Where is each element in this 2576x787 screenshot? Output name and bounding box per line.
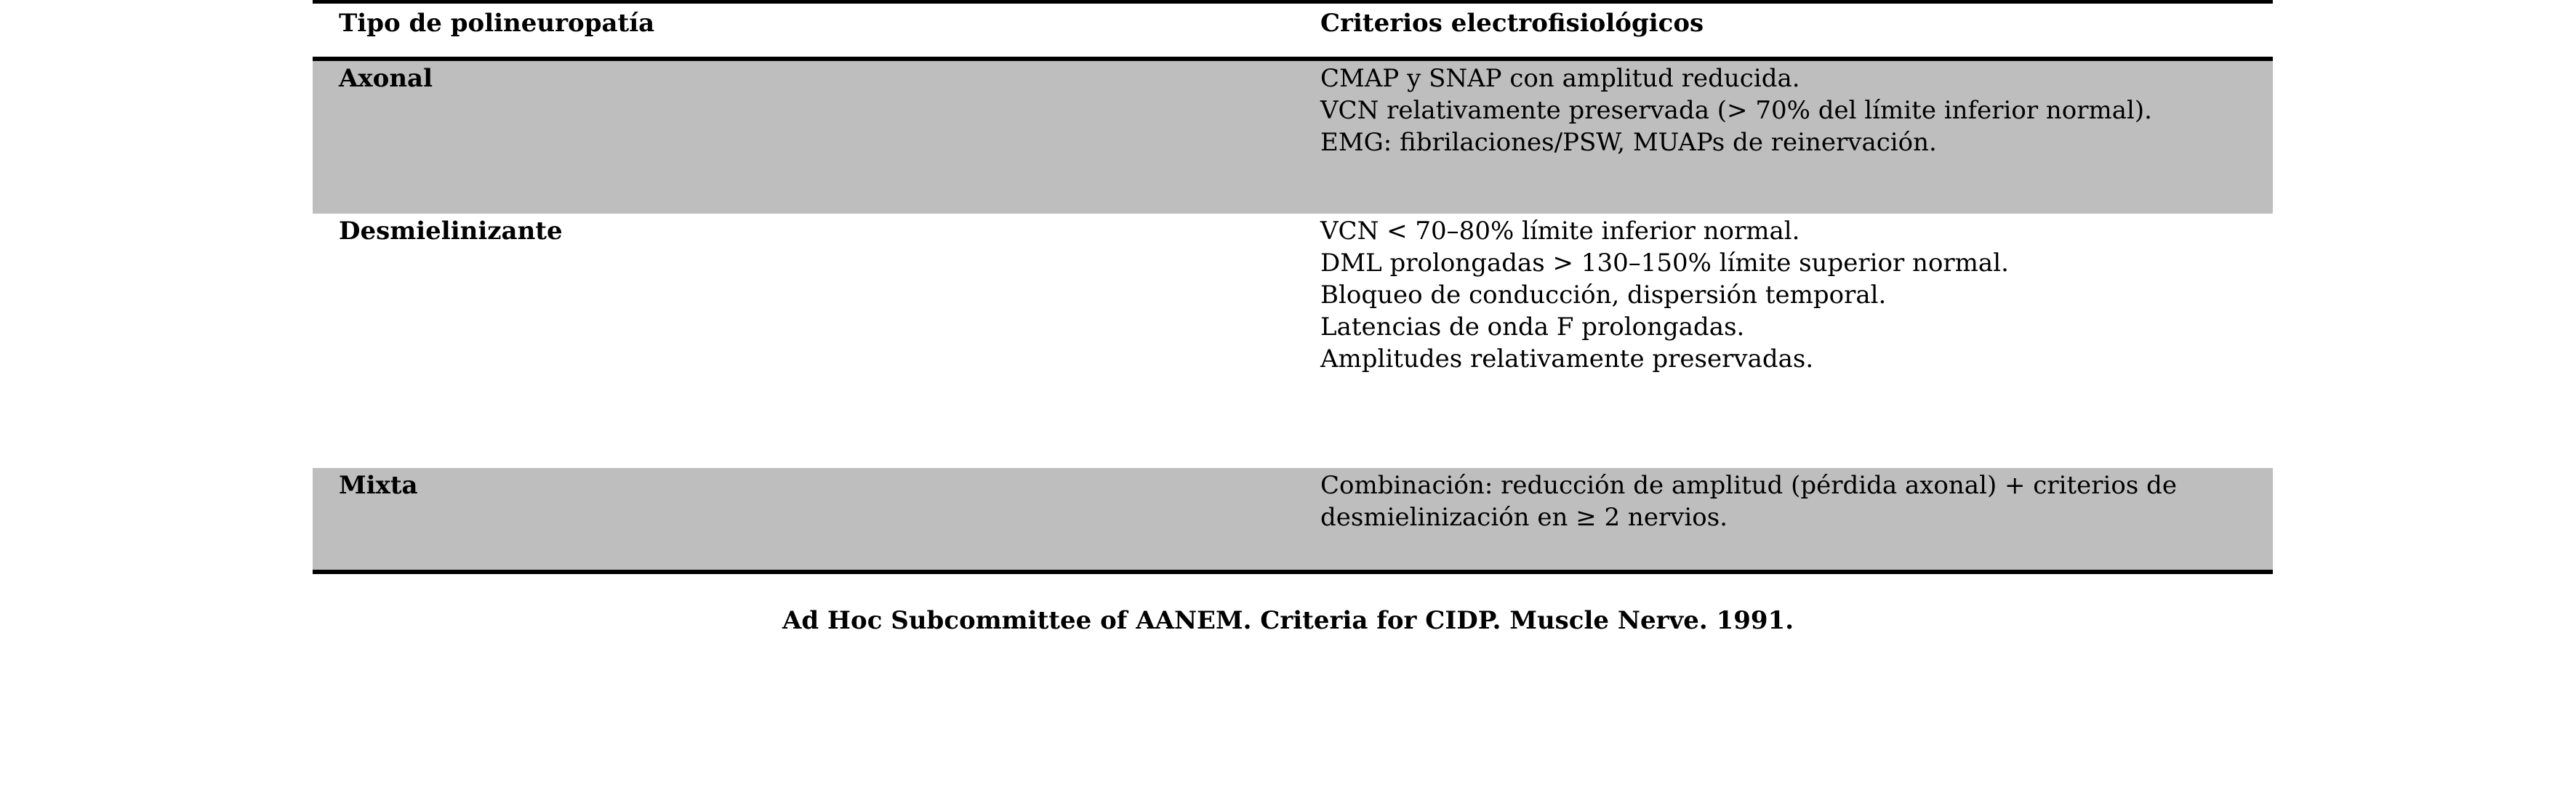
row-criteria: VCN < 70–80% límite inferior normal. DML… bbox=[1320, 215, 2258, 375]
criteria-line: Amplitudes relativamente preservadas. bbox=[1320, 344, 1814, 374]
table-header-row: Tipo de polineuropatía Criterios electro… bbox=[313, 4, 2273, 57]
header-criteria: Criterios electrofisiológicos bbox=[1320, 9, 1704, 38]
criteria-line: CMAP y SNAP con amplitud reducida. bbox=[1320, 64, 1800, 93]
criteria-line: DML prolongadas > 130–150% límite superi… bbox=[1320, 249, 2009, 278]
criteria-line: Latencias de onda F prolongadas. bbox=[1320, 312, 1745, 342]
table-row-axonal: Axonal CMAP y SNAP con amplitud reducida… bbox=[313, 61, 2273, 214]
row-type: Desmielinizante bbox=[339, 217, 563, 246]
criteria-line: desmielinización en ≥ 2 nervios. bbox=[1320, 503, 1728, 532]
criteria-line: VCN relativamente preservada (> 70% del … bbox=[1320, 96, 2152, 125]
table-top-rule bbox=[313, 0, 2273, 4]
table-header-rule bbox=[313, 57, 2273, 61]
criteria-table: Tipo de polineuropatía Criterios electro… bbox=[313, 0, 2273, 574]
row-criteria: Combinación: reducción de amplitud (pérd… bbox=[1320, 469, 2258, 533]
table-row-mixta: Mixta Combinación: reducción de amplitud… bbox=[313, 468, 2273, 570]
table-bottom-rule bbox=[313, 570, 2273, 574]
criteria-line: EMG: fibrilaciones/PSW, MUAPs de reinerv… bbox=[1320, 128, 1937, 157]
table-caption: Ad Hoc Subcommittee of AANEM. Criteria f… bbox=[782, 606, 1794, 635]
row-type: Axonal bbox=[339, 64, 433, 93]
criteria-line: VCN < 70–80% límite inferior normal. bbox=[1320, 217, 1800, 246]
criteria-line: Combinación: reducción de amplitud (pérd… bbox=[1320, 471, 2177, 500]
row-type: Mixta bbox=[339, 471, 418, 500]
header-type: Tipo de polineuropatía bbox=[339, 9, 655, 38]
row-criteria: CMAP y SNAP con amplitud reducida. VCN r… bbox=[1320, 62, 2258, 158]
table-row-desmielinizante: Desmielinizante VCN < 70–80% límite infe… bbox=[313, 214, 2273, 468]
criteria-line: Bloqueo de conducción, dispersión tempor… bbox=[1320, 281, 1887, 310]
